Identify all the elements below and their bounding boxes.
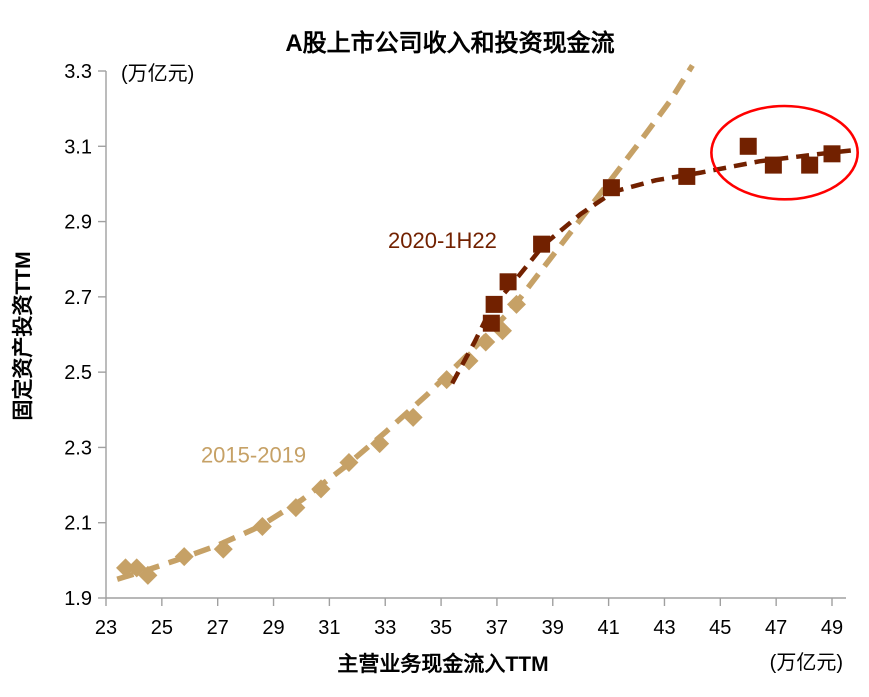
data-point-diamond xyxy=(476,332,496,352)
y-tick-label: 3.1 xyxy=(64,136,92,158)
x-tick-label: 39 xyxy=(542,617,564,639)
plot-area: 23 25 27 29 31 33 35 37 39 41 43 45 47 49 1.9 2.1 2.3 2.5… xyxy=(64,61,859,639)
trend-line-2015-2019 xyxy=(116,63,695,582)
highlight-ellipse xyxy=(710,104,859,201)
data-point-square xyxy=(801,156,819,174)
data-point-square xyxy=(823,145,841,163)
y-tick-label: 2.3 xyxy=(64,437,92,459)
data-point-diamond xyxy=(339,452,359,472)
data-point-square xyxy=(482,314,500,332)
data-point-diamond xyxy=(138,565,158,585)
trend-line-2020-1H22 xyxy=(450,147,855,385)
y-tick-label: 2.9 xyxy=(64,212,92,234)
data-point-diamond xyxy=(506,294,526,314)
data-point-diamond xyxy=(370,434,390,454)
data-point-square xyxy=(739,137,757,155)
x-tick-label: 47 xyxy=(765,617,787,639)
data-point-diamond xyxy=(286,498,306,518)
data-point-square xyxy=(764,156,782,174)
data-point-diamond xyxy=(252,516,272,536)
y-tick-label: 2.7 xyxy=(64,287,92,309)
y-axis-title: 固定资产投资TTM xyxy=(11,251,35,420)
x-tick-label: 41 xyxy=(597,617,619,639)
x-tick-label: 23 xyxy=(95,617,117,639)
series-label-2020-1H22: 2020-1H22 xyxy=(388,228,497,253)
x-tick-label: 29 xyxy=(262,617,284,639)
y-tick-label: 1.9 xyxy=(64,588,92,610)
data-point-square xyxy=(533,235,551,253)
x-axis-title: 主营业务现金流入TTM xyxy=(337,652,548,676)
x-tick-label: 27 xyxy=(207,617,229,639)
y-tick-label: 3.3 xyxy=(64,61,92,83)
data-point-diamond xyxy=(213,539,233,559)
x-tick-label: 33 xyxy=(374,617,396,639)
x-tick-label: 43 xyxy=(653,617,675,639)
x-tick-label: 35 xyxy=(430,617,452,639)
data-point-diamond xyxy=(403,407,423,427)
data-point-diamond xyxy=(437,370,457,390)
data-point-square xyxy=(485,295,503,313)
x-tick-label: 45 xyxy=(709,617,731,639)
x-axis-unit-label: (万亿元) xyxy=(770,651,843,674)
data-point-diamond xyxy=(116,558,136,578)
y-tick-label: 2.1 xyxy=(64,513,92,535)
data-point-square xyxy=(602,179,620,197)
x-tick-label: 49 xyxy=(821,617,843,639)
y-axis-unit-label: (万亿元) xyxy=(121,62,194,85)
y-tick-label: 2.5 xyxy=(64,362,92,384)
data-point-diamond xyxy=(311,479,331,499)
x-tick-label: 25 xyxy=(151,617,173,639)
data-point-square xyxy=(499,273,517,291)
x-tick-label: 37 xyxy=(486,617,508,639)
chart-title: A股上市公司收入和投资现金流 xyxy=(285,29,614,57)
data-point-diamond xyxy=(174,547,194,567)
data-point-square xyxy=(678,167,696,185)
series-label-2015-2019: 2015-2019 xyxy=(201,442,306,467)
x-tick-label: 31 xyxy=(318,617,340,639)
